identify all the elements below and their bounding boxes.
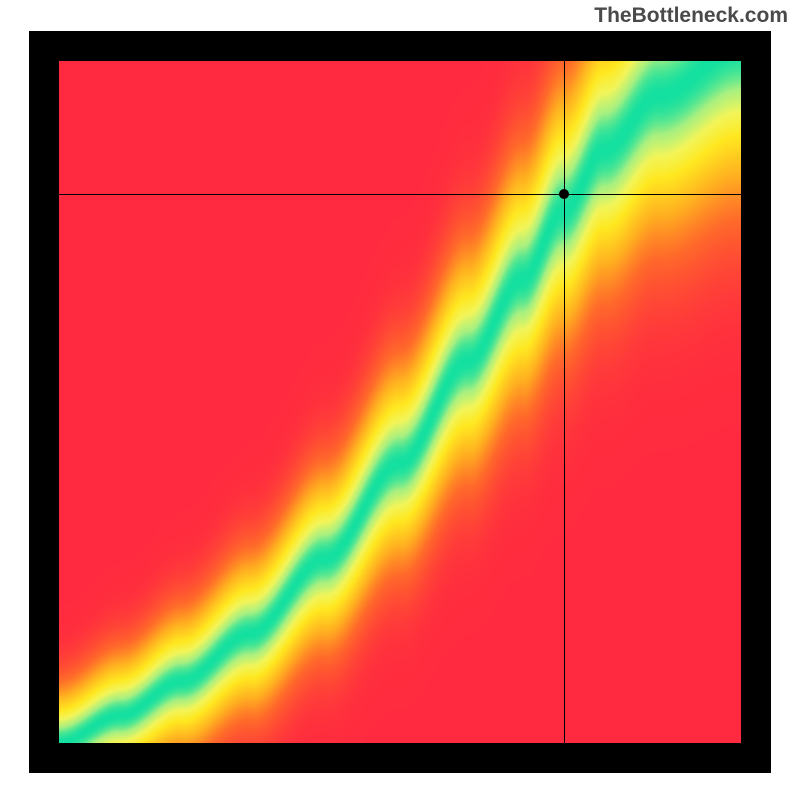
chart-frame <box>29 31 771 773</box>
crosshair-horizontal <box>59 194 741 195</box>
bottleneck-heatmap <box>59 61 741 743</box>
selection-marker <box>559 189 569 199</box>
crosshair-vertical <box>564 61 565 743</box>
watermark-text: TheBottleneck.com <box>594 4 788 28</box>
